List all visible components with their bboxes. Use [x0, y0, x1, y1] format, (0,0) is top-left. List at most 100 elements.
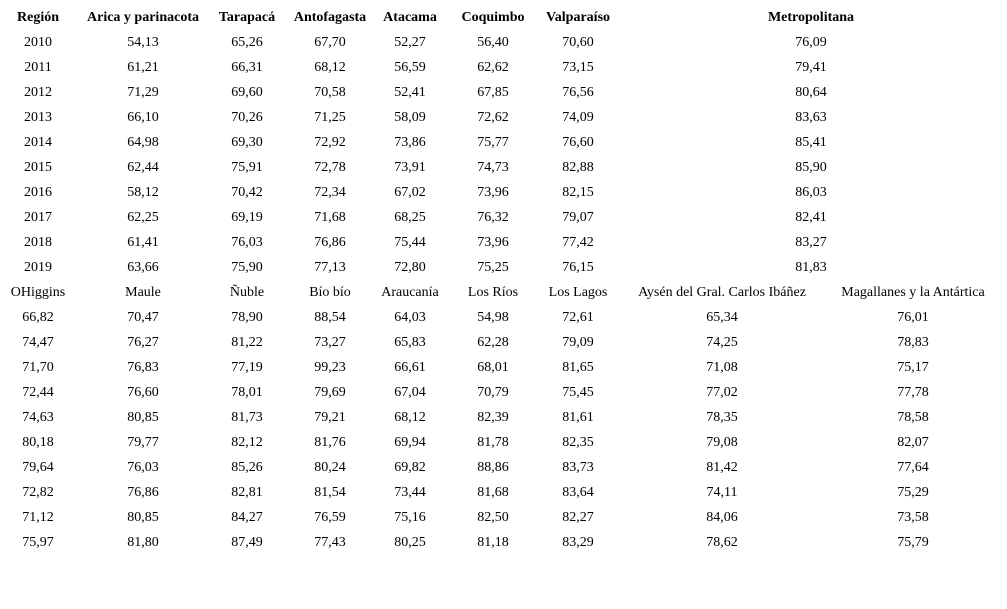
table-cell: 73,15	[562, 60, 594, 75]
table-cell: 82,50	[477, 510, 509, 525]
table-cell: 69,19	[231, 210, 263, 225]
table-cell: 81,80	[127, 535, 159, 550]
table-cell: 83,63	[795, 110, 827, 125]
table-cell: 71,70	[22, 360, 54, 375]
table-cell: 83,73	[562, 460, 594, 475]
table-cell: 77,02	[706, 385, 738, 400]
table-cell: 79,64	[22, 460, 54, 475]
table-cell: 82,07	[897, 435, 929, 450]
table-cell: 78,90	[231, 310, 263, 325]
table-cell: 64,98	[127, 135, 159, 150]
table-cell: 76,09	[795, 35, 827, 50]
table-cell: 56,40	[477, 35, 509, 50]
table-cell: 2013	[24, 110, 52, 125]
table-cell: 62,25	[127, 210, 159, 225]
table-cell: 71,29	[127, 85, 159, 100]
header-cell: Arica y parinacota	[87, 10, 199, 25]
table-cell: 71,12	[22, 510, 54, 525]
table-cell: 88,54	[314, 310, 346, 325]
table-cell: 77,43	[314, 535, 346, 550]
table-cell: 63,66	[127, 260, 159, 275]
table-cell: 81,22	[231, 335, 263, 350]
table-cell: 82,12	[231, 435, 263, 450]
table-cell: 2015	[24, 160, 52, 175]
table-cell: 2017	[24, 210, 52, 225]
table-cell: 75,90	[231, 260, 263, 275]
table-cell: 69,82	[394, 460, 426, 475]
table-cell: 69,60	[231, 85, 263, 100]
header-cell: Tarapacá	[218, 10, 276, 25]
table-cell: 81,76	[314, 435, 346, 450]
table-cell: 52,27	[394, 35, 426, 50]
table-cell: 81,73	[231, 410, 263, 425]
table-cell: 75,79	[897, 535, 929, 550]
table-cell: 85,26	[231, 460, 263, 475]
table-cell: 68,12	[394, 410, 426, 425]
table-cell: 74,63	[22, 410, 54, 425]
table-cell: 67,02	[394, 185, 426, 200]
table-cell: 76,27	[127, 335, 159, 350]
table-cell: 77,42	[562, 235, 594, 250]
table-cell: 58,12	[127, 185, 159, 200]
table-cell: 66,82	[22, 310, 54, 325]
table-cell: 68,25	[394, 210, 426, 225]
table-cell: 54,13	[127, 35, 159, 50]
table-cell: 76,03	[231, 235, 263, 250]
table-cell: 80,64	[795, 85, 827, 100]
table-cell: 85,41	[795, 135, 827, 150]
header-cell: Metropolitana	[767, 10, 855, 25]
table-cell: 78,83	[897, 335, 929, 350]
table-cell: 73,96	[477, 235, 509, 250]
table-cell: 76,01	[897, 310, 929, 325]
table-cell: 74,25	[706, 335, 738, 350]
table-cell: 54,98	[477, 310, 509, 325]
header-cell: Araucanía	[381, 285, 439, 300]
table-cell: 68,01	[477, 360, 509, 375]
table-cell: 83,27	[795, 235, 827, 250]
header-cell: OHiggins	[10, 285, 66, 300]
table-cell: 80,85	[127, 510, 159, 525]
table-cell: 80,18	[22, 435, 54, 450]
table-cell: 2014	[24, 135, 52, 150]
header-cell: Atacama	[383, 10, 437, 25]
table-cell: 67,70	[314, 35, 346, 50]
table-cell: 75,17	[897, 360, 929, 375]
table-cell: 61,21	[127, 60, 159, 75]
table-cell: 82,15	[562, 185, 594, 200]
table-cell: 52,41	[394, 85, 426, 100]
table-cell: 66,61	[394, 360, 426, 375]
header-cell: Bío bío	[309, 285, 351, 300]
table-cell: 2010	[24, 35, 52, 50]
table-cell: 2012	[24, 85, 52, 100]
table-cell: 81,18	[477, 535, 509, 550]
table-cell: 71,08	[706, 360, 738, 375]
table-cell: 76,03	[127, 460, 159, 475]
table-cell: 78,01	[231, 385, 263, 400]
table-cell: 75,16	[394, 510, 426, 525]
table-cell: 81,65	[562, 360, 594, 375]
table-cell: 75,25	[477, 260, 509, 275]
table-cell: 73,86	[394, 135, 426, 150]
header-cell: Antofagasta	[293, 10, 367, 25]
table-cell: 82,39	[477, 410, 509, 425]
table-cell: 73,27	[314, 335, 346, 350]
table-cell: 72,61	[562, 310, 594, 325]
table-cell: 61,41	[127, 235, 159, 250]
table-cell: 70,26	[231, 110, 263, 125]
table-cell: 70,60	[562, 35, 594, 50]
table-cell: 77,19	[231, 360, 263, 375]
table-cell: 82,35	[562, 435, 594, 450]
table-cell: 79,09	[562, 335, 594, 350]
table-cell: 76,15	[562, 260, 594, 275]
table-cell: 67,85	[477, 85, 509, 100]
table-cell: 76,56	[562, 85, 594, 100]
header-cell: Ñuble	[229, 285, 265, 300]
table-cell: 84,27	[231, 510, 263, 525]
table-cell: 99,23	[314, 360, 346, 375]
table-cell: 73,58	[897, 510, 929, 525]
table-cell: 72,62	[477, 110, 509, 125]
table-cell: 75,45	[562, 385, 594, 400]
table-cell: 76,60	[127, 385, 159, 400]
table-cell: 75,44	[394, 235, 426, 250]
